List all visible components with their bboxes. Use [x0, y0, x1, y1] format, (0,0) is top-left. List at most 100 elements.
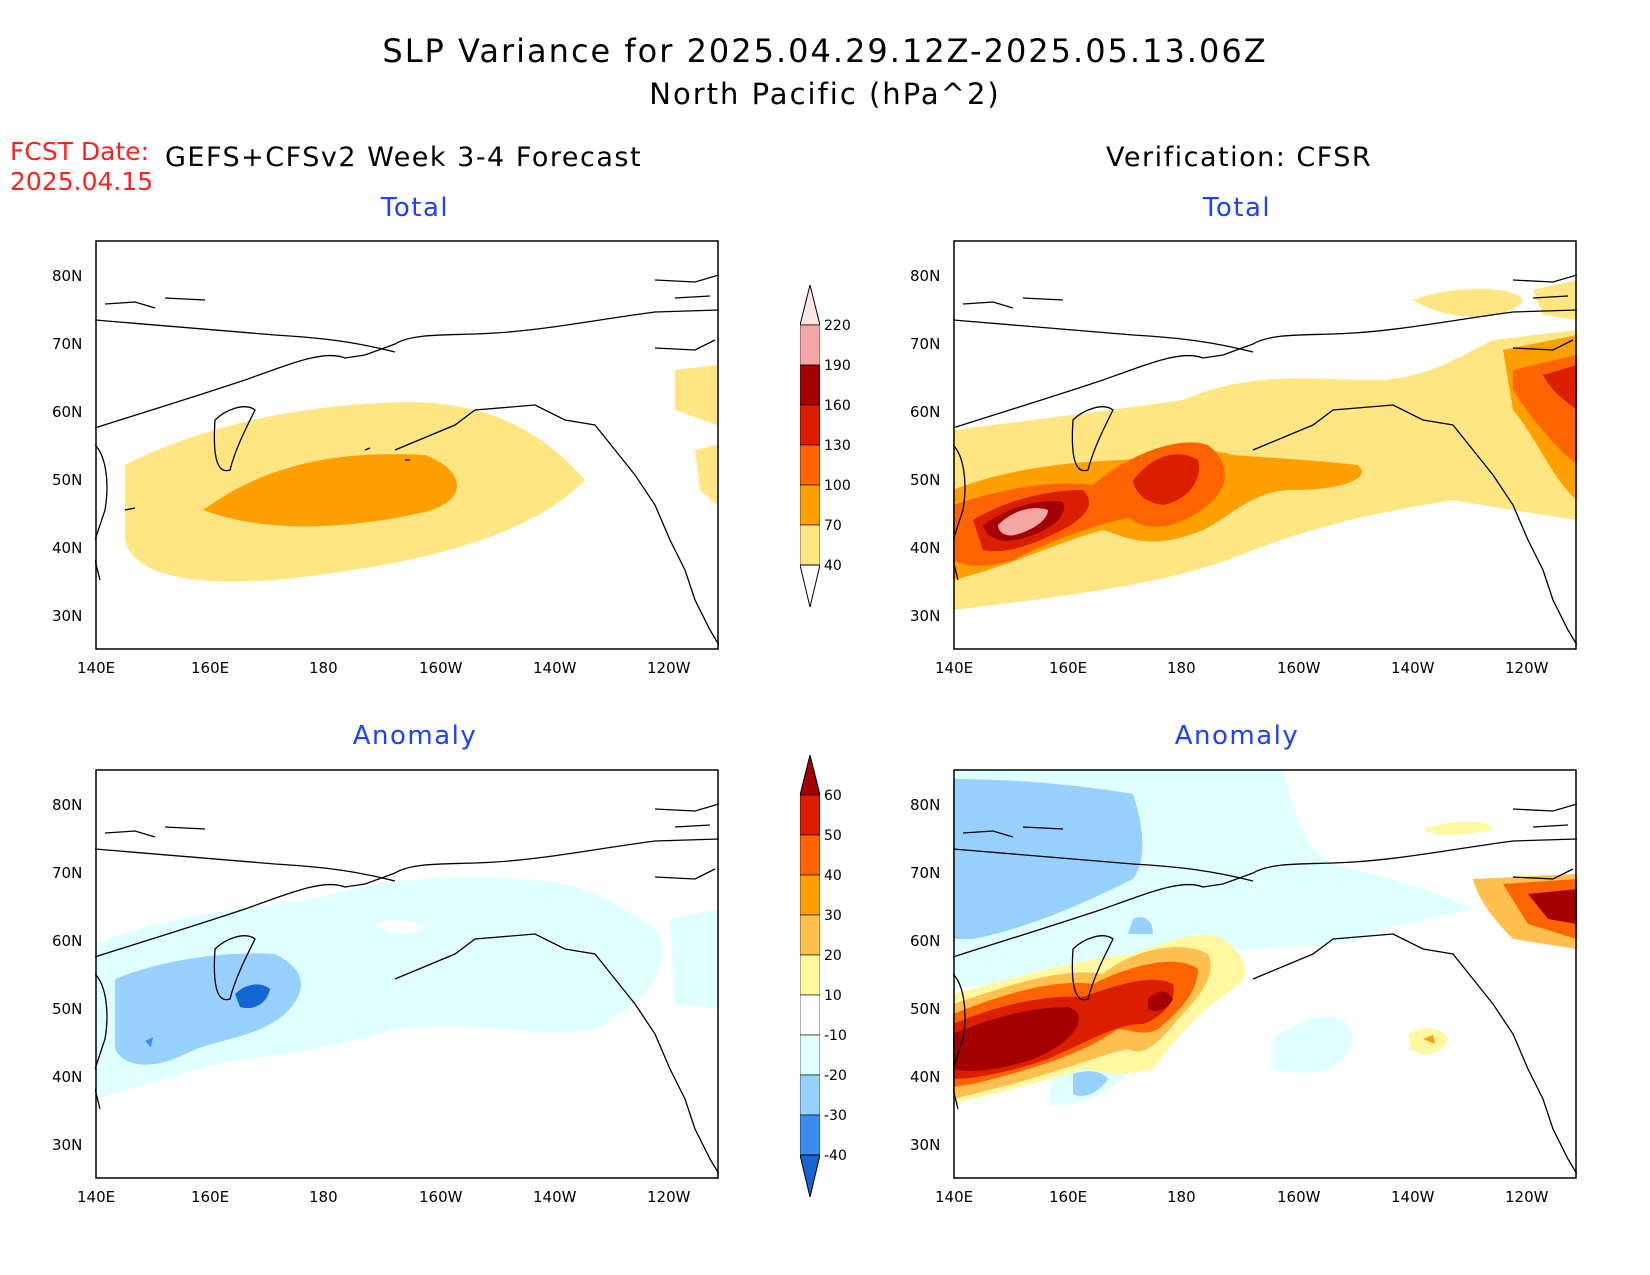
lon-label: 180: [309, 1188, 338, 1206]
lon-label: 120W: [1505, 1188, 1549, 1206]
lat-label: 30N: [910, 1136, 941, 1154]
lat-label: 50N: [52, 1000, 83, 1018]
lat-label: 60N: [910, 403, 941, 421]
colorbar-label: 130: [824, 438, 851, 454]
panel-title-forecast-anomaly: Anomaly: [352, 721, 478, 751]
colorbar-swatch: [800, 324, 820, 366]
lat-label: 40N: [910, 1068, 941, 1086]
lat-label: 60N: [52, 932, 83, 950]
lon-label: 160W: [1277, 1188, 1321, 1206]
colorbar-swatch: [800, 1074, 820, 1116]
colorbar-label: 190: [824, 358, 851, 374]
lat-label: 60N: [52, 403, 83, 421]
lon-label: 180: [309, 659, 338, 677]
lat-label: 70N: [52, 864, 83, 882]
lat-label: 80N: [52, 267, 83, 285]
lat-label: 70N: [910, 335, 941, 353]
verification-heading: Verification: CFSR: [1106, 142, 1373, 173]
lat-label: 30N: [52, 1136, 83, 1154]
lon-label: 160W: [1277, 659, 1321, 677]
lat-label: 70N: [52, 335, 83, 353]
lat-label: 40N: [52, 539, 83, 557]
colorbar-swatch: [800, 914, 820, 956]
lat-label: 40N: [52, 1068, 83, 1086]
colorbar-swatch: [800, 954, 820, 996]
lon-label: 140E: [77, 1188, 116, 1206]
lon-label: 180: [1167, 1188, 1196, 1206]
lat-label: 40N: [910, 539, 941, 557]
lon-label: 160E: [191, 1188, 230, 1206]
lat-label: 60N: [910, 932, 941, 950]
map-verification-total: [953, 240, 1577, 650]
colorbar-label: 60: [824, 788, 842, 804]
colorbar-label: 10: [824, 988, 842, 1004]
colorbar-label: 20: [824, 948, 842, 964]
colorbar-swatch: [800, 444, 820, 486]
colorbar-label: -30: [824, 1108, 847, 1124]
lat-label: 50N: [910, 1000, 941, 1018]
contour-fill: [953, 769, 1577, 1106]
lon-label: 140W: [533, 659, 577, 677]
lon-label: 160E: [1049, 659, 1088, 677]
lat-label: 30N: [52, 607, 83, 625]
contour-fill: [95, 877, 719, 1099]
lon-label: 140W: [1391, 659, 1435, 677]
colorbar-total: [800, 285, 820, 608]
lat-label: 80N: [910, 267, 941, 285]
colorbar-label: 50: [824, 828, 842, 844]
contour-fill: [125, 365, 717, 582]
map-verification-anomaly: [953, 769, 1577, 1179]
colorbar-swatch: [800, 874, 820, 916]
colorbar-label: 160: [824, 398, 851, 414]
colorbar-label: 40: [824, 558, 842, 574]
lat-label: 30N: [910, 607, 941, 625]
colorbar-swatch: [800, 1114, 820, 1156]
colorbar-swatch: [800, 1034, 820, 1076]
colorbar-label: -10: [824, 1028, 847, 1044]
map-forecast-anomaly: [95, 769, 719, 1179]
colorbar-label: 220: [824, 318, 851, 334]
lon-label: 120W: [1505, 659, 1549, 677]
lat-label: 50N: [910, 471, 941, 489]
colorbar-anomaly: [800, 755, 820, 1198]
lon-label: 120W: [647, 1188, 691, 1206]
coastlines: [95, 274, 719, 646]
colorbar-label: 40: [824, 868, 842, 884]
colorbar-swatch: [800, 794, 820, 836]
figure-title: SLP Variance for 2025.04.29.12Z-2025.05.…: [382, 32, 1268, 70]
panel-title-forecast-total: Total: [380, 193, 450, 223]
forecast-heading: GEFS+CFSv2 Week 3-4 Forecast: [165, 142, 643, 173]
contour-fill: [953, 280, 1577, 610]
panel-title-verif-anomaly: Anomaly: [1174, 721, 1300, 751]
lon-label: 140W: [1391, 1188, 1435, 1206]
lon-label: 160E: [191, 659, 230, 677]
lon-label: 140E: [935, 1188, 974, 1206]
lon-label: 140W: [533, 1188, 577, 1206]
lat-label: 50N: [52, 471, 83, 489]
colorbar-label: -40: [824, 1148, 847, 1164]
colorbar-label: -20: [824, 1068, 847, 1084]
lon-label: 140E: [935, 659, 974, 677]
figure-subtitle: North Pacific (hPa^2): [649, 77, 1001, 111]
colorbar-swatch: [800, 364, 820, 406]
lon-label: 160W: [419, 659, 463, 677]
panel-title-verif-total: Total: [1202, 193, 1272, 223]
coastlines: [95, 803, 719, 1175]
colorbar-swatch: [800, 994, 820, 1036]
colorbar-label: 70: [824, 518, 842, 534]
coastlines: [953, 803, 1577, 1175]
colorbar-swatch: [800, 404, 820, 446]
fcst-date: 2025.04.15: [10, 167, 154, 196]
lat-label: 80N: [910, 796, 941, 814]
colorbar-label: 30: [824, 908, 842, 924]
colorbar-swatch: [800, 524, 820, 566]
colorbar-swatch: [800, 484, 820, 526]
colorbar-label: 100: [824, 478, 851, 494]
colorbar-swatch: [800, 834, 820, 876]
lon-label: 160E: [1049, 1188, 1088, 1206]
lon-label: 180: [1167, 659, 1196, 677]
lat-label: 70N: [910, 864, 941, 882]
lat-label: 80N: [52, 796, 83, 814]
map-forecast-total: [95, 240, 719, 650]
lon-label: 140E: [77, 659, 116, 677]
